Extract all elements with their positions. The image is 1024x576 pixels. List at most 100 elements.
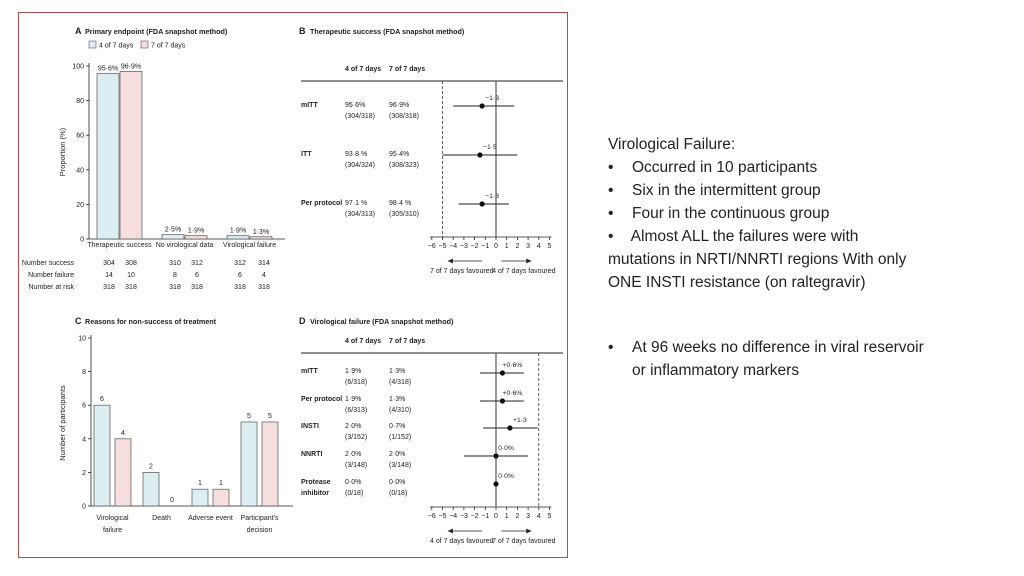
- data-label: 6: [100, 396, 104, 403]
- bar: [96, 73, 120, 240]
- x-label-right: 7 of 7 days favoured: [492, 538, 556, 545]
- data-label: 0: [170, 497, 174, 504]
- group-a-value: 2·0%: [345, 451, 361, 458]
- x-tick-label: −3: [460, 243, 468, 250]
- estimate-label: −1·5: [483, 144, 497, 151]
- x-tick-label: −5: [439, 513, 447, 520]
- figure-svg: A Primary endpoint (FDA snapshot method) 4…: [22, 26, 563, 545]
- legend-swatch: [140, 40, 149, 49]
- point-estimate: [477, 152, 483, 158]
- arrow-left-head: [447, 528, 453, 534]
- group-b-value: 1·3%: [389, 368, 405, 375]
- y-axis-label: Proportion (%): [58, 127, 67, 176]
- notes-week96: • At 96 weeks no difference in viral rese…: [608, 336, 928, 382]
- column-header: 7 of 7 days: [389, 66, 425, 73]
- y-tick-label: 0: [82, 504, 86, 511]
- x-tick-label: 5: [548, 513, 552, 520]
- bar: [212, 488, 230, 507]
- group-a-count: (304/313): [345, 211, 375, 218]
- group-b-count: (3/148): [389, 462, 411, 469]
- table-row-label: Number success: [22, 260, 75, 267]
- table-cell: 310: [169, 260, 181, 267]
- bar: [119, 71, 143, 240]
- x-tick-label: −4: [449, 513, 457, 520]
- group-a-value: 1·9%: [345, 396, 361, 403]
- group-a-count: (304/324): [345, 162, 375, 169]
- point-estimate: [499, 370, 506, 376]
- estimate-label: 0·0%: [498, 445, 514, 452]
- panel-letter-c: C: [75, 316, 82, 326]
- x-tick-label: Virological: [96, 515, 129, 522]
- point-estimate: [493, 453, 499, 459]
- table-cell: 304: [103, 260, 115, 267]
- notes-week96-text: At 96 weeks no difference in viral reser…: [632, 339, 924, 379]
- bar: [240, 421, 258, 507]
- group-a-value: 97·1 %: [345, 200, 367, 207]
- bar: [261, 421, 279, 507]
- point-estimate: [479, 103, 485, 109]
- bullet-icon: •: [608, 339, 614, 356]
- row-label: mITT: [301, 102, 318, 109]
- x-tick-label: Death: [152, 515, 171, 522]
- group-a-value: 0·0%: [345, 479, 361, 486]
- group-a-count: (3/152): [345, 434, 367, 441]
- x-tick-label: −6: [428, 513, 436, 520]
- y-tick-label: 80: [76, 98, 84, 105]
- x-tick-label: 5: [548, 243, 552, 250]
- bar: [114, 438, 132, 507]
- group-b-value: 1·3%: [389, 396, 405, 403]
- row-label: NNRTI: [301, 451, 322, 458]
- x-label-right: 4 of 7 days favoured: [492, 268, 556, 275]
- y-tick-label: 4: [82, 436, 86, 443]
- group-b-count: (308/323): [389, 162, 419, 169]
- data-label: 95·6%: [98, 66, 118, 73]
- point-estimate: [479, 201, 485, 207]
- x-tick-label: Adverse event: [188, 515, 233, 522]
- group-a-value: 1·9%: [345, 368, 361, 375]
- legend-label: 4 of 7 days: [99, 43, 134, 50]
- group-b-count: (0/18): [389, 490, 407, 497]
- group-b-value: 96·9%: [389, 102, 409, 109]
- arrow-right-head: [526, 528, 532, 534]
- data-label: 5: [268, 413, 272, 420]
- point-estimate: [493, 481, 499, 487]
- group-b-value: 95·4%: [389, 151, 409, 158]
- data-label: 1: [219, 480, 223, 487]
- notes-item-text: Four in the continuous group: [632, 205, 830, 222]
- estimate-label: +0·6%: [502, 390, 522, 397]
- row-label: inhibitor: [301, 490, 329, 497]
- row-label: Protease: [301, 479, 331, 486]
- bar: [142, 472, 160, 507]
- group-b-count: (4/310): [389, 407, 411, 414]
- y-tick-label: 6: [82, 403, 86, 410]
- estimate-label: −1·3: [485, 95, 499, 102]
- y-axis-label: Number of participants: [58, 385, 67, 461]
- column-header: 4 of 7 days: [345, 66, 381, 73]
- group-b-count: (305/310): [389, 211, 419, 218]
- notes-mutations-text: Almost ALL the failures were with mutati…: [608, 228, 907, 291]
- x-tick-label: 4: [537, 513, 541, 520]
- group-b-count: (4/318): [389, 379, 411, 386]
- data-label: 2: [149, 463, 153, 470]
- data-label: 96·9%: [121, 63, 141, 70]
- estimate-label: +1·3: [513, 417, 527, 424]
- estimate-label: 0·0%: [498, 473, 514, 480]
- notes-mutations: • Almost ALL the failures were with muta…: [608, 225, 928, 294]
- row-label: Per protocol: [301, 396, 342, 403]
- table-cell: 308: [125, 260, 137, 267]
- estimate-label: +0·6%: [502, 362, 522, 369]
- panel-letter-b: B: [299, 26, 306, 36]
- bar: [249, 236, 273, 240]
- panel-b-title: Therapeutic success (FDA snapshot method…: [310, 27, 465, 36]
- table-cell: 318: [234, 284, 246, 291]
- group-b-value: 98·4 %: [389, 200, 411, 207]
- arrow-left-head: [447, 258, 453, 264]
- group-b-value: 0·0%: [389, 479, 405, 486]
- group-a-count: (3/148): [345, 462, 367, 469]
- row-label: INSTI: [301, 423, 319, 430]
- data-label: 1·3%: [253, 229, 269, 236]
- data-label: 1: [198, 480, 202, 487]
- group-b-value: 2·0%: [389, 451, 405, 458]
- x-tick-label: 2: [515, 513, 519, 520]
- table-cell: 318: [191, 284, 203, 291]
